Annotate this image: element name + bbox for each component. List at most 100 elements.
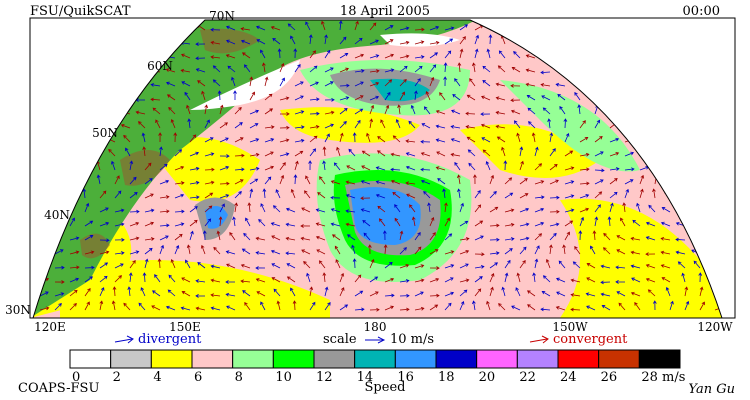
wind-arrow bbox=[244, 64, 251, 73]
wind-arrow bbox=[241, 52, 251, 59]
wind-arrow bbox=[369, 39, 379, 45]
lon-label: 150W bbox=[552, 320, 588, 334]
wind-arrow bbox=[504, 272, 509, 283]
wind-arrow bbox=[270, 249, 281, 255]
wind-arrow bbox=[279, 96, 290, 101]
wind-arrow bbox=[714, 133, 721, 143]
wind-arrow bbox=[439, 92, 446, 101]
wind-arrow bbox=[634, 302, 641, 311]
legend-arrow-head bbox=[126, 335, 134, 344]
wind-arrow bbox=[234, 191, 242, 199]
wind-arrow bbox=[383, 244, 388, 255]
wind-arrow bbox=[618, 302, 626, 311]
wind-arrow bbox=[669, 124, 680, 129]
wind-arrow bbox=[555, 55, 566, 60]
wind-arrow bbox=[91, 80, 101, 87]
wind-arrow bbox=[405, 165, 416, 171]
wind-arrow bbox=[226, 39, 236, 45]
wind-arrow bbox=[513, 51, 521, 59]
wind-arrow bbox=[156, 20, 161, 31]
wind-arrow bbox=[339, 287, 345, 297]
wind-arrow bbox=[129, 160, 134, 171]
wind-arrow bbox=[705, 224, 716, 228]
wind-arrow bbox=[594, 168, 605, 173]
wind-arrow bbox=[457, 174, 461, 185]
wind-arrow bbox=[226, 305, 236, 311]
wind-arrow bbox=[699, 301, 705, 311]
wind-arrow bbox=[645, 277, 656, 283]
wind-arrow bbox=[258, 218, 266, 227]
wind-arrow bbox=[665, 286, 671, 297]
wind-arrow bbox=[639, 76, 644, 87]
wind-arrow bbox=[189, 134, 197, 143]
wind-arrow bbox=[559, 105, 566, 115]
wind-arrow bbox=[333, 162, 341, 171]
wind-arrow bbox=[375, 166, 386, 171]
wind-arrow bbox=[225, 250, 236, 255]
wind-arrow bbox=[84, 37, 93, 45]
wind-arrow bbox=[75, 95, 86, 101]
wind-arrow bbox=[684, 82, 695, 87]
wind-arrow bbox=[247, 202, 252, 213]
wind-arrow bbox=[99, 207, 109, 213]
wind-arrow bbox=[684, 286, 689, 297]
wind-arrow bbox=[39, 26, 50, 31]
wind-arrow bbox=[157, 258, 162, 269]
wind-arrow bbox=[714, 37, 722, 45]
wind-arrow bbox=[534, 245, 540, 255]
wind-arrow bbox=[379, 218, 386, 227]
wind-arrow bbox=[384, 39, 394, 45]
wind-arrow bbox=[708, 163, 716, 171]
wind-arrow bbox=[217, 90, 222, 101]
wind-arrow bbox=[699, 122, 708, 129]
wind-arrow bbox=[570, 293, 581, 297]
wind-arrow bbox=[189, 180, 200, 185]
wind-arrow bbox=[366, 132, 371, 143]
wind-arrow bbox=[698, 272, 703, 283]
wind-arrow bbox=[530, 20, 536, 31]
wind-arrow bbox=[399, 65, 408, 73]
wind-arrow bbox=[144, 208, 155, 213]
wind-arrow bbox=[354, 307, 365, 312]
wind-arrow bbox=[84, 301, 90, 311]
wind-arrow bbox=[245, 217, 251, 227]
wind-arrow bbox=[324, 123, 334, 129]
wind-arrow bbox=[99, 250, 110, 255]
wind-arrow bbox=[369, 69, 380, 73]
wind-arrow bbox=[354, 69, 365, 73]
wind-arrow bbox=[501, 286, 506, 297]
color-box bbox=[232, 349, 274, 369]
wind-arrow bbox=[249, 152, 260, 157]
wind-arrow bbox=[578, 230, 583, 241]
wind-arrow bbox=[195, 294, 206, 298]
wind-arrow bbox=[420, 139, 431, 144]
wind-arrow bbox=[586, 305, 596, 311]
wind-arrow bbox=[414, 232, 421, 241]
wind-arrow bbox=[436, 151, 446, 157]
wind-arrow bbox=[62, 163, 71, 171]
wind-arrow bbox=[420, 179, 431, 185]
wind-arrow bbox=[570, 67, 581, 73]
wind-arrow bbox=[459, 289, 468, 297]
wind-arrow bbox=[504, 192, 514, 199]
wind-arrow bbox=[108, 148, 116, 157]
wind-arrow bbox=[290, 287, 296, 297]
wind-arrow bbox=[501, 146, 506, 157]
wind-arrow bbox=[322, 160, 326, 171]
wind-arrow bbox=[315, 222, 326, 227]
color-box bbox=[272, 349, 315, 369]
wind-arrow bbox=[699, 286, 704, 297]
wind-arrow bbox=[170, 118, 176, 129]
wind-arrow bbox=[654, 152, 665, 157]
wind-arrow bbox=[585, 292, 596, 297]
wind-arrow bbox=[290, 35, 296, 45]
colorbar-tick: 12 bbox=[316, 370, 333, 385]
wind-arrow bbox=[624, 151, 635, 157]
wind-arrow bbox=[234, 179, 244, 185]
wind-arrow bbox=[489, 237, 500, 242]
wind-arrow bbox=[264, 176, 272, 185]
wind-arrow bbox=[114, 251, 125, 255]
wind-arrow bbox=[306, 272, 311, 283]
wind-arrow bbox=[96, 174, 101, 185]
lat-label: 30N bbox=[5, 303, 31, 317]
